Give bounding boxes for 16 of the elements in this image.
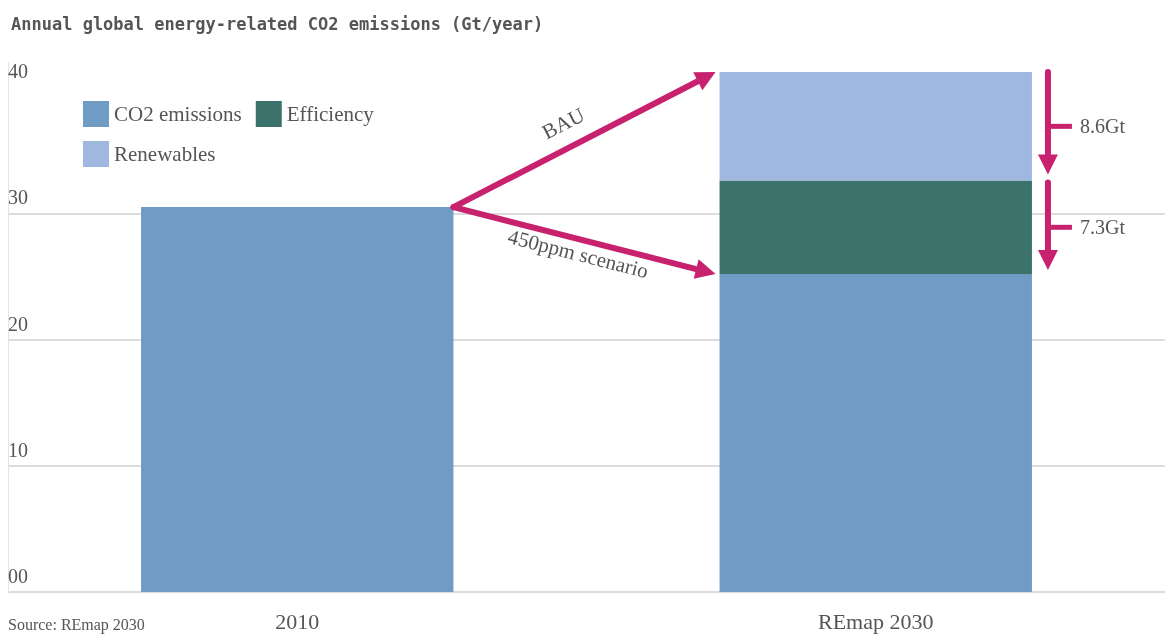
x-tick-label: REmap 2030 xyxy=(818,608,934,634)
y-tick-label: 40 xyxy=(8,60,28,83)
y-tick-label: 10 xyxy=(8,438,28,461)
annotation: BAU xyxy=(538,102,589,145)
source-note: Source: REmap 2030 xyxy=(8,616,145,634)
annotation: 450ppm scenario xyxy=(505,224,651,284)
x-tick-label: 2010 xyxy=(275,608,320,634)
annotation: 7.3Gt xyxy=(1079,216,1126,239)
legend-label: CO2 emissions xyxy=(114,102,242,126)
annotation: 8.6Gt xyxy=(1079,115,1126,138)
y-tick-label: 30 xyxy=(8,186,28,209)
chart-title: Annual global energy-related CO2 emissions (Gt/year) xyxy=(11,13,544,34)
legend-label: Efficiency xyxy=(286,102,375,126)
y-tick-label: 20 xyxy=(8,312,28,335)
legend-label: Renewables xyxy=(114,142,216,166)
y-tick-label: 00 xyxy=(8,565,28,587)
